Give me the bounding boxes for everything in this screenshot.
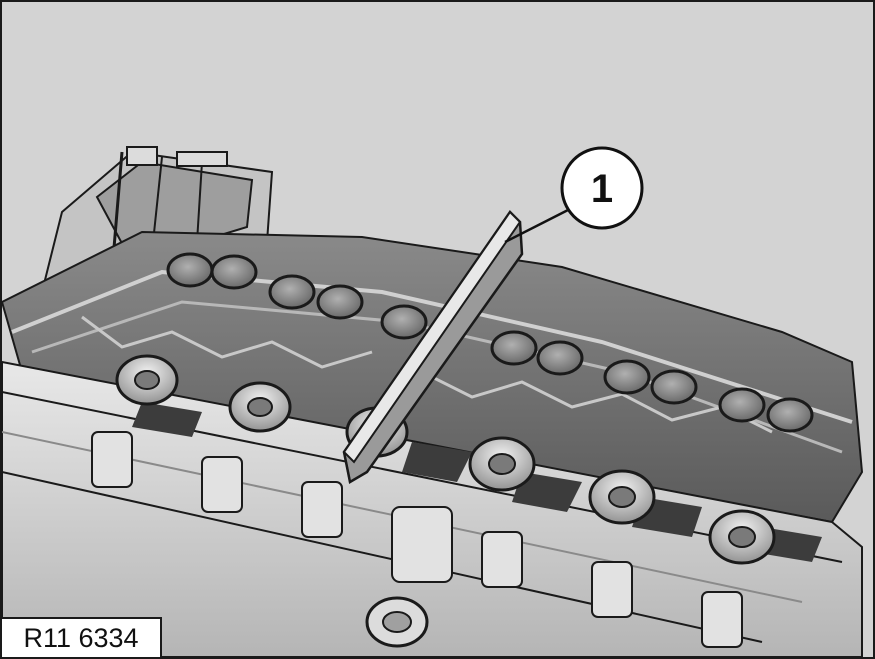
valve-ports bbox=[166, 252, 814, 433]
intake-funnels bbox=[115, 354, 776, 565]
mounting-bosses bbox=[91, 431, 743, 648]
reference-code-label: R11 6334 bbox=[2, 617, 162, 657]
callout-1: 1 bbox=[504, 146, 644, 244]
straight-edge-tool bbox=[342, 210, 524, 484]
callout-circle bbox=[560, 146, 644, 230]
callout-leader-line bbox=[504, 207, 571, 244]
callout-number: 1 bbox=[591, 167, 613, 211]
